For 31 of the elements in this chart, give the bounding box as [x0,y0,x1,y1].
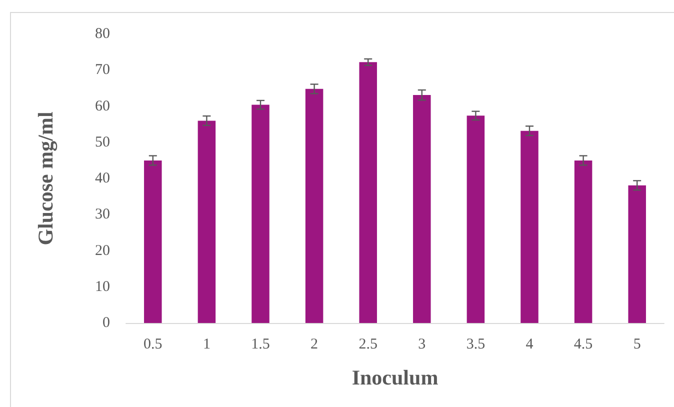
bar [359,62,377,323]
y-tick-label: 10 [95,278,110,295]
bar [413,95,431,323]
x-tick-label: 5 [633,336,641,352]
x-tick-label: 2 [310,336,318,352]
y-axis-title: Glucose mg/ml [34,112,58,246]
y-tick-label: 50 [95,134,110,150]
bar [252,104,270,323]
x-tick-label: 3 [418,336,426,352]
bar [574,160,592,323]
x-tick-label: 3.5 [466,336,486,352]
x-tick-label: 2.5 [358,336,378,352]
bar [305,88,324,323]
x-tick-label: 4.5 [574,336,593,352]
y-tick-label: 80 [95,26,110,42]
bar [198,120,216,323]
x-tick-label: 1.5 [251,336,270,352]
y-tick-label: 60 [95,98,110,114]
y-tick-label: 0 [102,315,110,331]
bar [520,130,538,323]
x-axis-title: Inoculum [352,366,439,390]
x-tick-label: 0.5 [144,336,162,352]
x-tick-label: 1 [202,336,210,352]
bar [628,185,646,323]
y-tick-label: 30 [95,206,110,223]
x-tick-label: 4 [526,336,534,352]
y-tick-label: 20 [95,242,110,259]
bar [144,160,162,323]
y-tick-label: 70 [95,62,110,78]
y-tick-label: 40 [95,170,110,186]
bar [466,116,485,323]
